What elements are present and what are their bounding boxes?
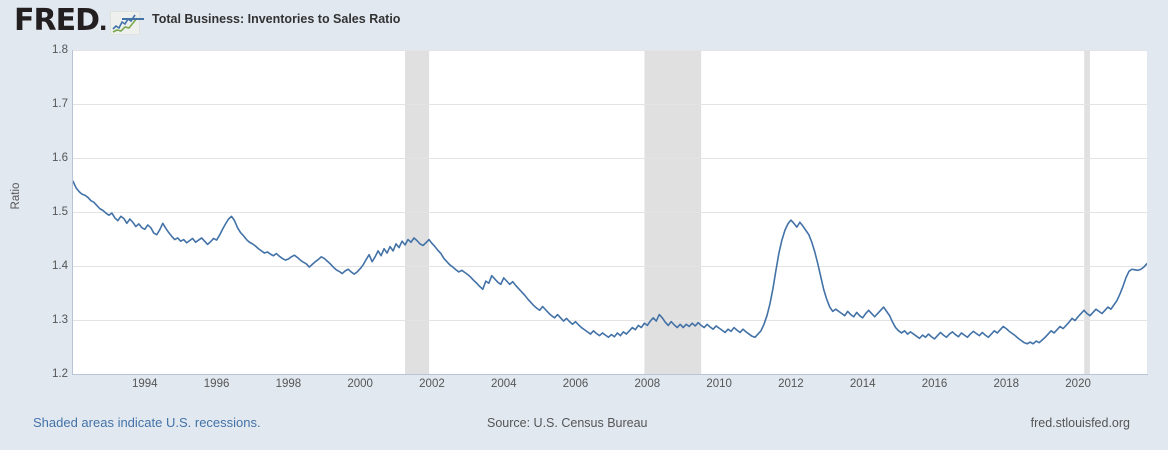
x-axis-tick-label: 2004 (490, 378, 517, 390)
recession-note-link[interactable]: Shaded areas indicate U.S. recessions. (33, 415, 261, 430)
series-line-inventories-to-sales (73, 180, 1147, 345)
fred-logo: FRED . (14, 3, 141, 38)
legend-series-label: Total Business: Inventories to Sales Rat… (152, 12, 401, 26)
x-axis-tick-label: 1994 (131, 378, 158, 390)
x-axis-tick-label: 1998 (275, 378, 302, 390)
x-axis-tick-label: 2006 (562, 378, 589, 390)
y-axis-tick-label: 1.2 (52, 368, 68, 380)
chart-header: FRED . Total Business: Inventories to Sa… (0, 0, 1168, 40)
x-axis-tick-label: 2010 (706, 378, 732, 390)
x-axis-tick-label: 2002 (419, 378, 445, 390)
x-axis-ticks: 1994 1996 1998 2000 2002 2004 2006 2008 2010 2012… (0, 378, 1168, 398)
y-axis-tick-label: 1.5 (52, 206, 68, 218)
y-axis-tick-label: 1.8 (52, 44, 68, 56)
y-axis-tick-label: 1.4 (52, 260, 68, 272)
x-axis-line (72, 374, 1148, 375)
chart-svg (73, 50, 1147, 374)
fred-wordmark: FRED (14, 3, 100, 38)
x-axis-tick-label: 2016 (921, 378, 948, 390)
x-axis-tick-label: 2018 (993, 378, 1020, 390)
y-axis-tick-label: 1.6 (52, 152, 68, 164)
x-axis-tick-label: 2000 (347, 378, 373, 390)
y-axis-tick-label: 1.3 (52, 314, 68, 326)
x-axis-tick-label: 2012 (778, 378, 804, 390)
sparkline-icon (110, 11, 141, 35)
legend-color-swatch (122, 18, 144, 20)
x-axis-tick-label: 2014 (849, 378, 876, 390)
source-label: Source: U.S. Census Bureau (487, 416, 648, 430)
plot-area[interactable] (73, 50, 1147, 374)
x-axis-tick-label: 1996 (203, 378, 230, 390)
chart-footer: Shaded areas indicate U.S. recessions. S… (0, 408, 1168, 450)
y-axis-line (72, 50, 73, 375)
chart-legend: Total Business: Inventories to Sales Rat… (122, 9, 400, 29)
x-axis-tick-label: 2008 (634, 378, 661, 390)
fred-url-label: fred.stlouisfed.org (1030, 416, 1130, 430)
y-axis-tick-label: 1.7 (52, 98, 68, 110)
gridlines-layer (73, 50, 1147, 321)
fred-logo-dot: . (99, 4, 108, 37)
x-axis-tick-label: 2020 (1065, 378, 1091, 390)
y-axis-ticks: Ratio 1.8 1.7 1.6 1.5 1.4 1.3 1.2 (0, 0, 68, 450)
